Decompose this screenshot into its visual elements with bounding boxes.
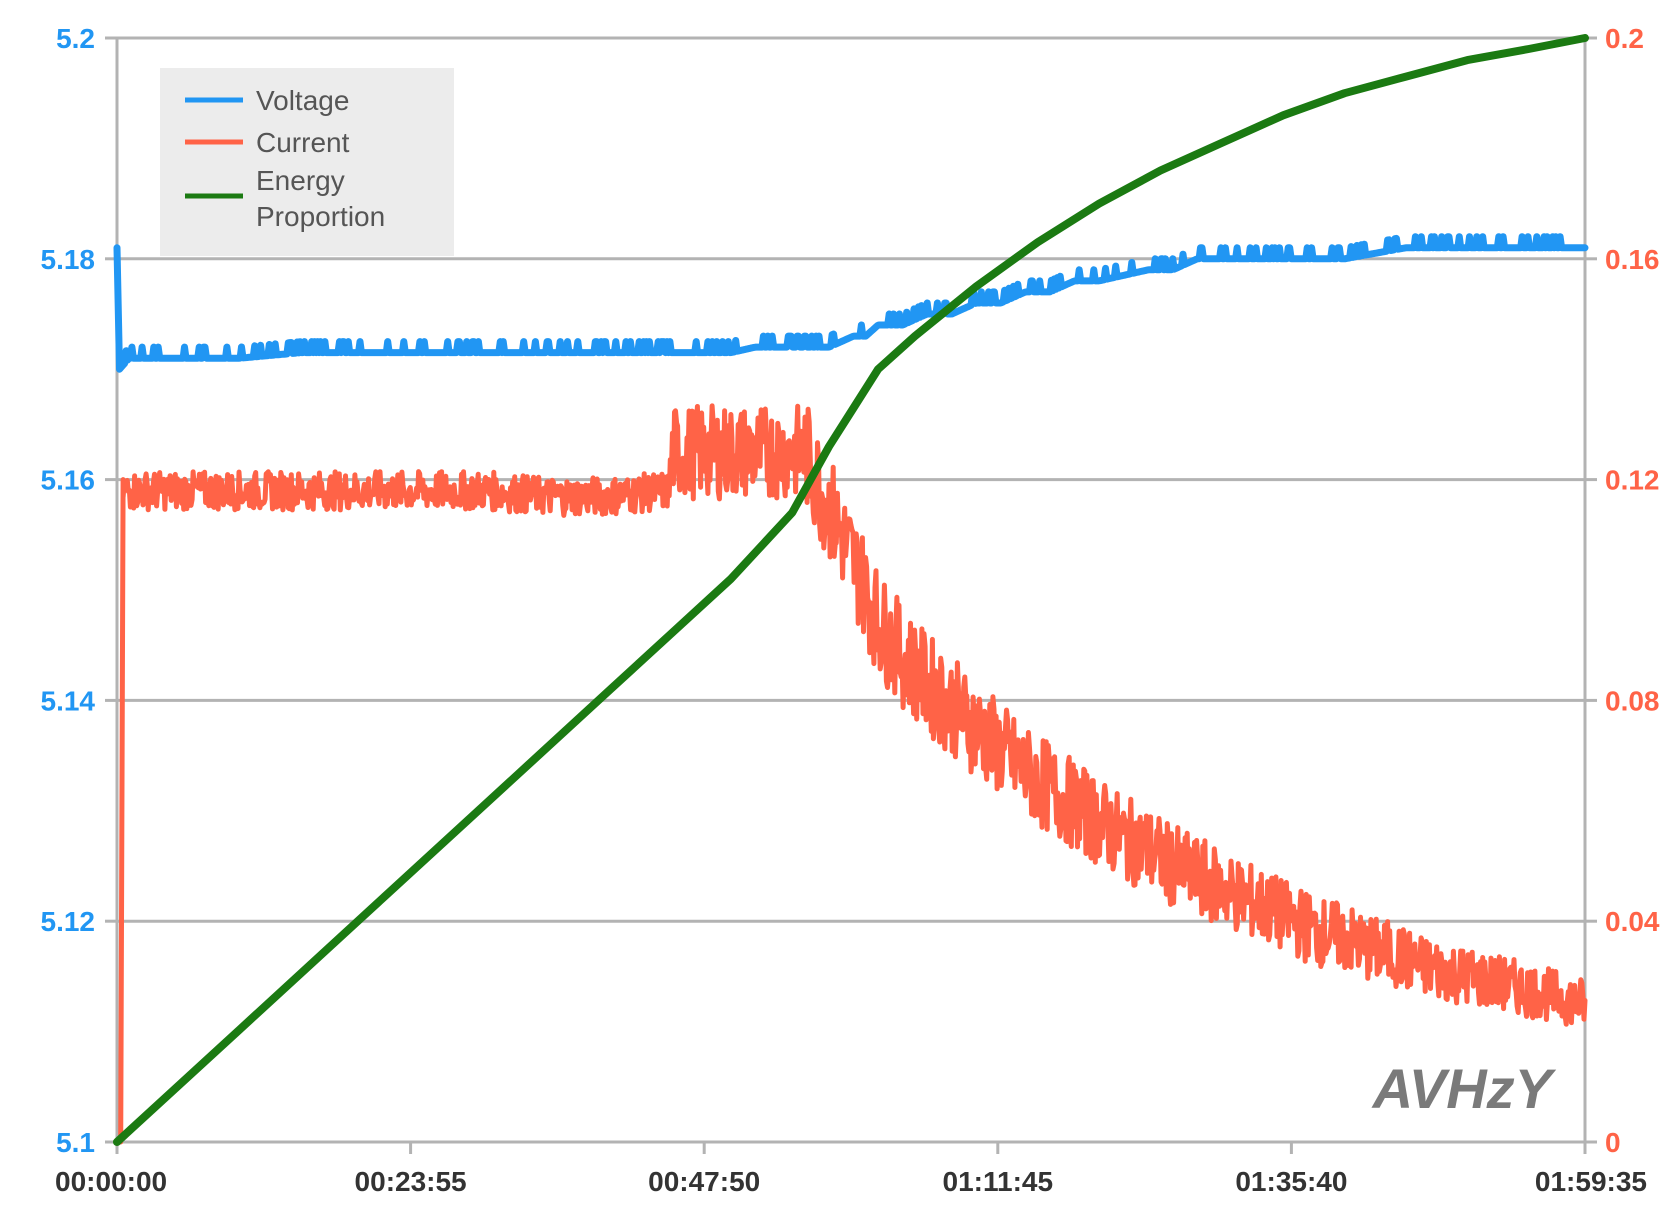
x-tick-label: 01:59:35 xyxy=(1535,1166,1647,1197)
y-right-tick-label: 0.08 xyxy=(1605,685,1660,716)
y-right-tick-label: 0.16 xyxy=(1605,244,1660,275)
legend-label: Current xyxy=(256,127,350,158)
y-left-tick-label: 5.1 xyxy=(56,1127,95,1158)
x-tick-label: 00:47:50 xyxy=(648,1166,760,1197)
legend-label: Voltage xyxy=(256,85,349,116)
x-tick-label: 01:35:40 xyxy=(1235,1166,1347,1197)
watermark-logo: AVHzY xyxy=(1371,1057,1557,1120)
y-left-tick-label: 5.12 xyxy=(41,906,96,937)
y-right-tick-label: 0.04 xyxy=(1605,906,1660,937)
y-left-tick-label: 5.18 xyxy=(41,244,96,275)
legend-label: Energy Proportion xyxy=(256,165,385,232)
x-tick-label: 00:23:55 xyxy=(355,1166,467,1197)
y-left-tick-label: 5.16 xyxy=(41,465,96,496)
y-right-tick-label: 0 xyxy=(1605,1127,1621,1158)
x-tick-label: 00:00:00 xyxy=(55,1166,167,1197)
axes: 5.1 5.12 5.14 5.16 5.18 5.2 0 0.04 0.08 0.12 0.16 0… xyxy=(41,23,1660,1197)
y-left-tick-label: 5.14 xyxy=(41,685,96,716)
series-layer xyxy=(113,34,1589,1146)
x-tick-label: 01:11:45 xyxy=(943,1166,1054,1197)
y-right-tick-label: 0.12 xyxy=(1605,465,1660,496)
y-left-tick-label: 5.2 xyxy=(56,23,95,54)
legend: Voltage Current Energy Proportion xyxy=(160,68,454,256)
y-right-tick-label: 0.2 xyxy=(1605,23,1644,54)
series-line-voltage xyxy=(113,233,1589,373)
series-line-energy-proportion xyxy=(113,34,1589,1146)
series-line-current xyxy=(114,403,1588,1145)
